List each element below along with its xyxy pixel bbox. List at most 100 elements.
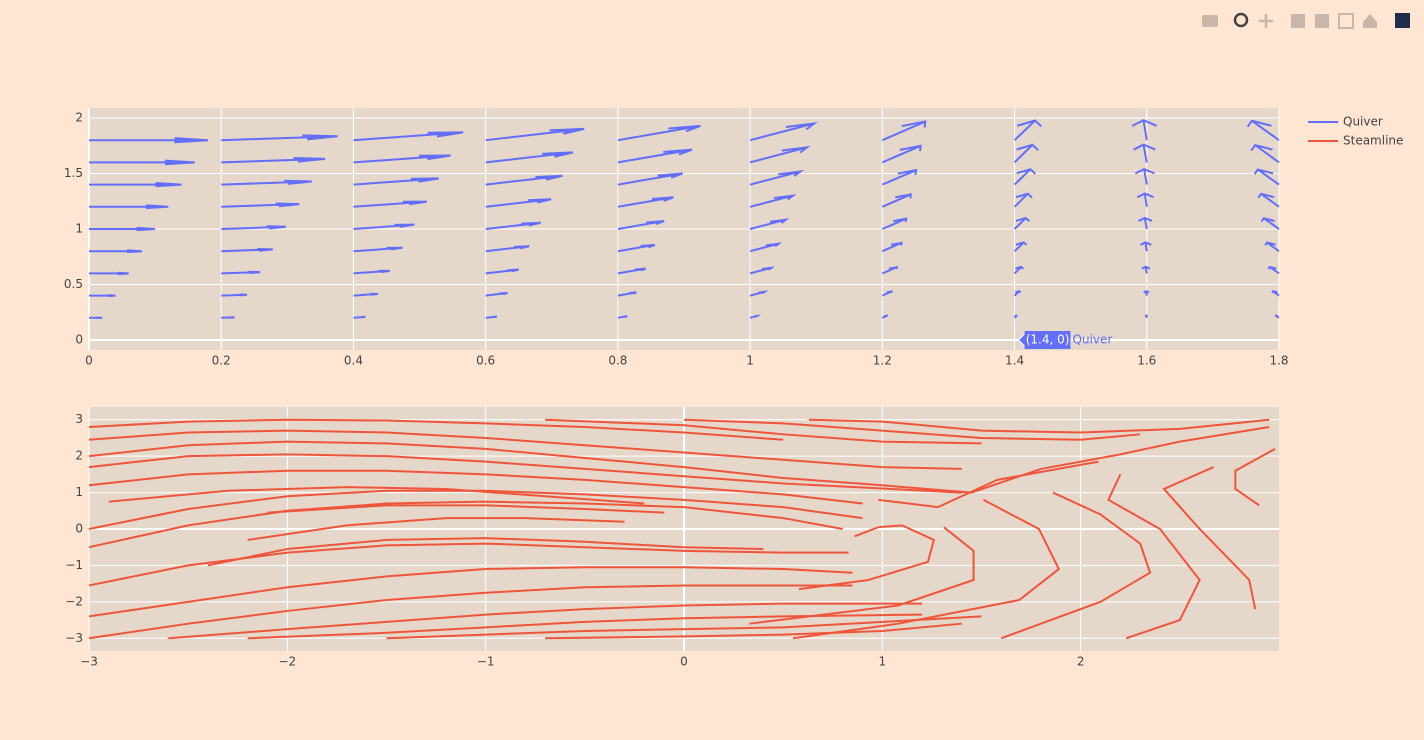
streamline xyxy=(108,486,645,505)
y-tick-label: 2 xyxy=(75,449,83,463)
y-tick-label: 1 xyxy=(75,222,83,236)
quiver-arrow xyxy=(353,154,451,164)
quiver-arrow xyxy=(353,269,390,275)
quiver-arrow xyxy=(221,248,273,253)
quiver-arrow xyxy=(617,172,684,186)
quiver-arrow xyxy=(749,170,805,186)
quiver-arrow xyxy=(485,221,541,230)
quiver-arrow xyxy=(749,314,762,319)
streamline xyxy=(749,526,975,625)
legend: Quiver Steamline xyxy=(1308,115,1403,148)
streamline xyxy=(207,537,764,567)
zoom-in-button[interactable] xyxy=(1291,14,1305,28)
quiver-arrow xyxy=(749,194,797,208)
x-tick-label: 0.6 xyxy=(476,354,495,368)
quiver-arrow xyxy=(1136,192,1154,207)
quiver-arrow xyxy=(353,177,439,186)
quiver-arrow xyxy=(1133,143,1156,163)
quiver-arrow xyxy=(485,151,574,164)
streamline xyxy=(792,498,1061,640)
x-tick-label: 1.8 xyxy=(1269,354,1288,368)
quiver-arrow xyxy=(749,121,818,142)
quiver-arrow xyxy=(881,217,908,230)
streamline xyxy=(247,517,625,541)
subplot: 0 0.2 0.4 0.6 0.8 1 1.2 1.4 1.6 1.8 0 0.5 1 1.5 2 (1.4,… xyxy=(64,108,1289,368)
streamline xyxy=(1107,473,1201,640)
x-tick-label: 0.4 xyxy=(344,354,363,368)
streamline xyxy=(878,460,1099,509)
streamline xyxy=(88,500,843,549)
quiver-arrow xyxy=(1144,314,1149,319)
quiver-arrow xyxy=(617,196,674,208)
streamline xyxy=(808,418,1270,434)
streamline xyxy=(88,418,784,441)
quiver-arrow xyxy=(1271,290,1280,297)
legend-label[interactable]: Quiver xyxy=(1343,115,1383,129)
y-tick-label: 0.5 xyxy=(64,277,83,291)
zoom-out-button[interactable] xyxy=(1315,14,1329,28)
quiver-arrow xyxy=(1138,216,1153,230)
quiver-arrow xyxy=(353,292,379,297)
quiver-arrow xyxy=(89,249,142,254)
quiver-arrow xyxy=(1264,241,1280,253)
y-tick-label: −1 xyxy=(65,558,83,572)
plotly-logo[interactable] xyxy=(1395,13,1410,28)
quiver-arrow xyxy=(881,241,903,253)
quiver-arrow xyxy=(1013,192,1033,208)
quiver-arrow xyxy=(221,179,312,186)
quiver-arrow xyxy=(1134,167,1155,185)
quiver-arrow xyxy=(1246,119,1280,142)
autoscale-button[interactable] xyxy=(1338,13,1354,29)
streamline xyxy=(88,469,863,505)
quiver-arrow xyxy=(881,144,922,164)
quiver-arrow xyxy=(1013,314,1018,319)
quiver-arrow xyxy=(1274,314,1280,319)
quiver-arrow xyxy=(485,245,530,253)
quiver-arrow xyxy=(881,290,893,297)
quiver-arrow xyxy=(89,294,116,298)
quiver-arrow xyxy=(617,315,628,319)
pan-button[interactable] xyxy=(1259,14,1273,28)
quiver-arrow xyxy=(485,174,563,186)
x-tick-label: 1 xyxy=(879,655,887,669)
quiver-arrow xyxy=(881,168,918,186)
quiver-arrow xyxy=(749,145,811,164)
quiver-arrow xyxy=(749,218,790,230)
quiver-arrow xyxy=(485,292,508,297)
x-tick-label: 0 xyxy=(85,354,93,368)
x-tick-label: −2 xyxy=(278,655,296,669)
streamline xyxy=(88,440,972,494)
quiver-arrow xyxy=(221,157,326,164)
legend-label[interactable]: Steamline xyxy=(1343,134,1403,148)
zoom-button[interactable] xyxy=(1233,12,1249,28)
quiver-arrow xyxy=(617,243,656,253)
quiver-arrow xyxy=(89,271,129,276)
quiver-arrow xyxy=(881,314,888,319)
streamline xyxy=(88,429,962,470)
quiver-arrow xyxy=(221,134,338,142)
quiver-arrow xyxy=(1013,265,1024,275)
x-tick-label: 2 xyxy=(1077,655,1085,669)
quiver-arrow xyxy=(221,202,300,208)
y-tick-label: 0 xyxy=(75,522,83,536)
subplot: −3 −2 −1 0 1 2 −3 −2 −1 0 1 2 3 xyxy=(65,407,1279,669)
camera-button[interactable] xyxy=(1202,15,1218,27)
reset-button[interactable] xyxy=(1363,14,1377,28)
y-tick-label: 0 xyxy=(75,333,83,347)
x-tick-label: −1 xyxy=(477,655,495,669)
quiver-arrow xyxy=(89,226,156,232)
quiver-arrow xyxy=(485,268,519,275)
y-tick-label: −3 xyxy=(65,631,83,645)
quiver-arrow xyxy=(881,193,912,208)
quiver-arrow xyxy=(617,291,637,297)
quiver-arrow xyxy=(485,127,585,142)
streamline xyxy=(88,566,853,618)
streamline xyxy=(1162,466,1257,610)
streamline xyxy=(971,426,1270,494)
quiver-arrow xyxy=(89,159,195,166)
quiver-arrow xyxy=(881,120,927,142)
x-tick-label: 0 xyxy=(680,655,688,669)
streamline xyxy=(88,489,863,530)
